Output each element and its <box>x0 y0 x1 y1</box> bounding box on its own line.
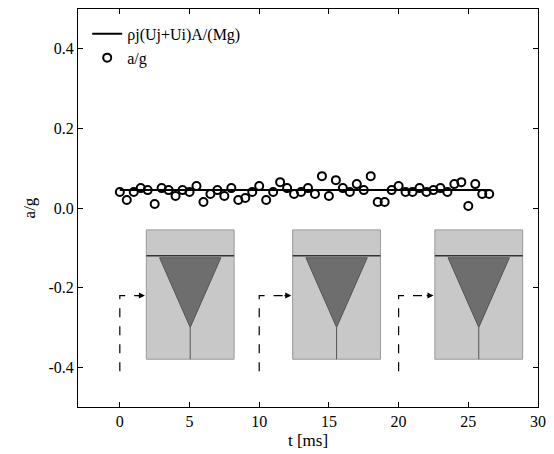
svg-text:10: 10 <box>251 413 267 430</box>
svg-text:30: 30 <box>530 413 546 430</box>
svg-text:5: 5 <box>186 413 194 430</box>
svg-text:a/g: a/g <box>127 50 147 68</box>
svg-text:a/g: a/g <box>20 197 39 218</box>
svg-text:ρj(Uj+Ui)A/(Mg): ρj(Uj+Ui)A/(Mg) <box>127 26 240 44</box>
svg-text:20: 20 <box>391 413 407 430</box>
svg-text:t [ms]: t [ms] <box>288 431 328 450</box>
svg-text:0.2: 0.2 <box>54 120 74 137</box>
svg-text:25: 25 <box>460 413 476 430</box>
svg-text:0.0: 0.0 <box>54 200 74 217</box>
svg-text:-0.2: -0.2 <box>48 279 73 296</box>
svg-text:0: 0 <box>116 413 124 430</box>
svg-text:-0.4: -0.4 <box>48 359 73 376</box>
svg-text:15: 15 <box>321 413 337 430</box>
svg-text:0.4: 0.4 <box>54 40 74 57</box>
